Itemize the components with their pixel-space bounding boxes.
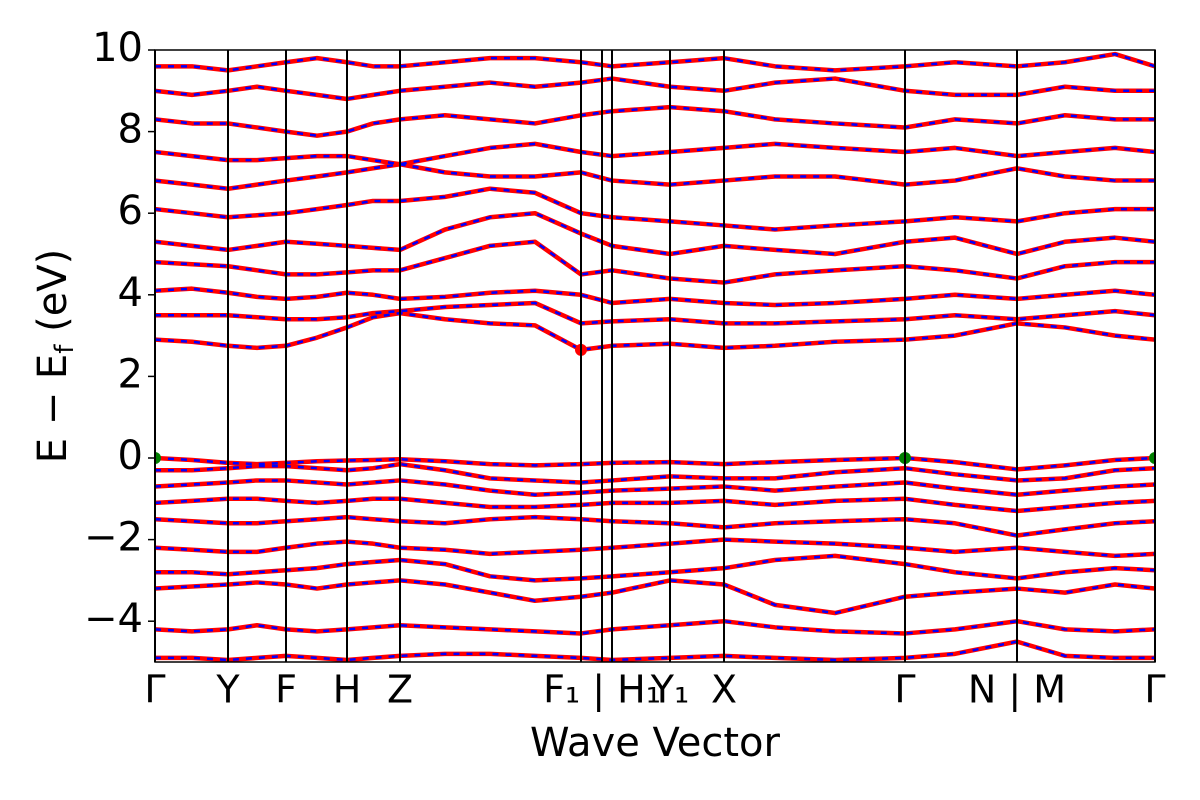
vbm-marker (155, 452, 161, 464)
band-spin-down (155, 538, 1155, 558)
band-spin-down (155, 311, 1155, 352)
band-spin-down (155, 77, 1155, 101)
y-tick-label: 10 (92, 25, 143, 71)
x-tick-label: X (711, 668, 737, 712)
band-spin-up (155, 300, 1155, 326)
band-spin-up (155, 141, 1155, 167)
band-spin-down (155, 515, 1155, 537)
band-spin-down (155, 554, 1155, 582)
x-tick-label: Y (215, 668, 240, 712)
band-spin-up (155, 186, 1155, 232)
band-spin-up (155, 578, 1155, 616)
band-spin-down (155, 52, 1155, 72)
x-tick-label: Y₁ (650, 668, 689, 712)
band-spin-up (155, 496, 1155, 514)
y-label-unit: (eV) (30, 249, 76, 345)
band-spin-down (155, 619, 1155, 635)
y-tick-label: 0 (118, 433, 143, 479)
y-tick-label: 4 (118, 270, 143, 316)
y-tick-label: −2 (84, 515, 143, 561)
x-tick-label: H (333, 668, 362, 712)
band-spin-down (155, 301, 1155, 325)
band-spin-down (155, 479, 1155, 496)
band-spin-up (155, 639, 1155, 662)
band-spin-up (155, 514, 1155, 538)
band-spin-up (155, 478, 1155, 497)
plot-area (155, 51, 1155, 662)
band-spin-up (155, 618, 1155, 636)
x-axis-label: Wave Vector (530, 720, 781, 766)
x-tick-label: F (275, 668, 297, 712)
band-spin-up (155, 161, 1155, 191)
band-spin-up (155, 104, 1155, 138)
y-tick-label: 8 (118, 107, 143, 153)
y-tick-label: 6 (118, 188, 143, 234)
x-tick-label: Z (387, 668, 413, 712)
x-tick-label: N | M (968, 668, 1066, 713)
y-tick-label: 2 (118, 351, 143, 397)
y-label-main: E − E (30, 354, 76, 464)
band-spin-up (155, 239, 1155, 285)
band-spin-down (155, 640, 1155, 662)
band-spin-up (155, 76, 1155, 102)
band-spin-down (155, 497, 1155, 513)
band-spin-up (155, 286, 1155, 308)
band-spin-up (155, 537, 1155, 559)
band-spin-down (155, 187, 1155, 231)
y-label-sub: f (50, 344, 80, 354)
x-tick-label: F₁ | H₁ (543, 668, 661, 713)
x-tick-label: Γ (894, 668, 915, 712)
band-spin-down (155, 462, 1155, 484)
band-spin-down (155, 579, 1155, 615)
band-spin-up (155, 51, 1155, 73)
band-spin-up (155, 553, 1155, 583)
band-spin-down (155, 456, 1155, 471)
y-axis-label: E − Ef (eV) (30, 249, 80, 464)
x-tick-label: Γ (144, 668, 165, 712)
vbm-marker (1149, 452, 1155, 464)
band-spin-up (155, 210, 1155, 257)
band-spin-down (155, 142, 1155, 166)
x-tick-label: Γ (1144, 668, 1165, 712)
band-spin-down (155, 162, 1155, 190)
band-spin-down (155, 287, 1155, 307)
band-spin-down (155, 105, 1155, 137)
y-tick-label: −4 (84, 596, 143, 642)
